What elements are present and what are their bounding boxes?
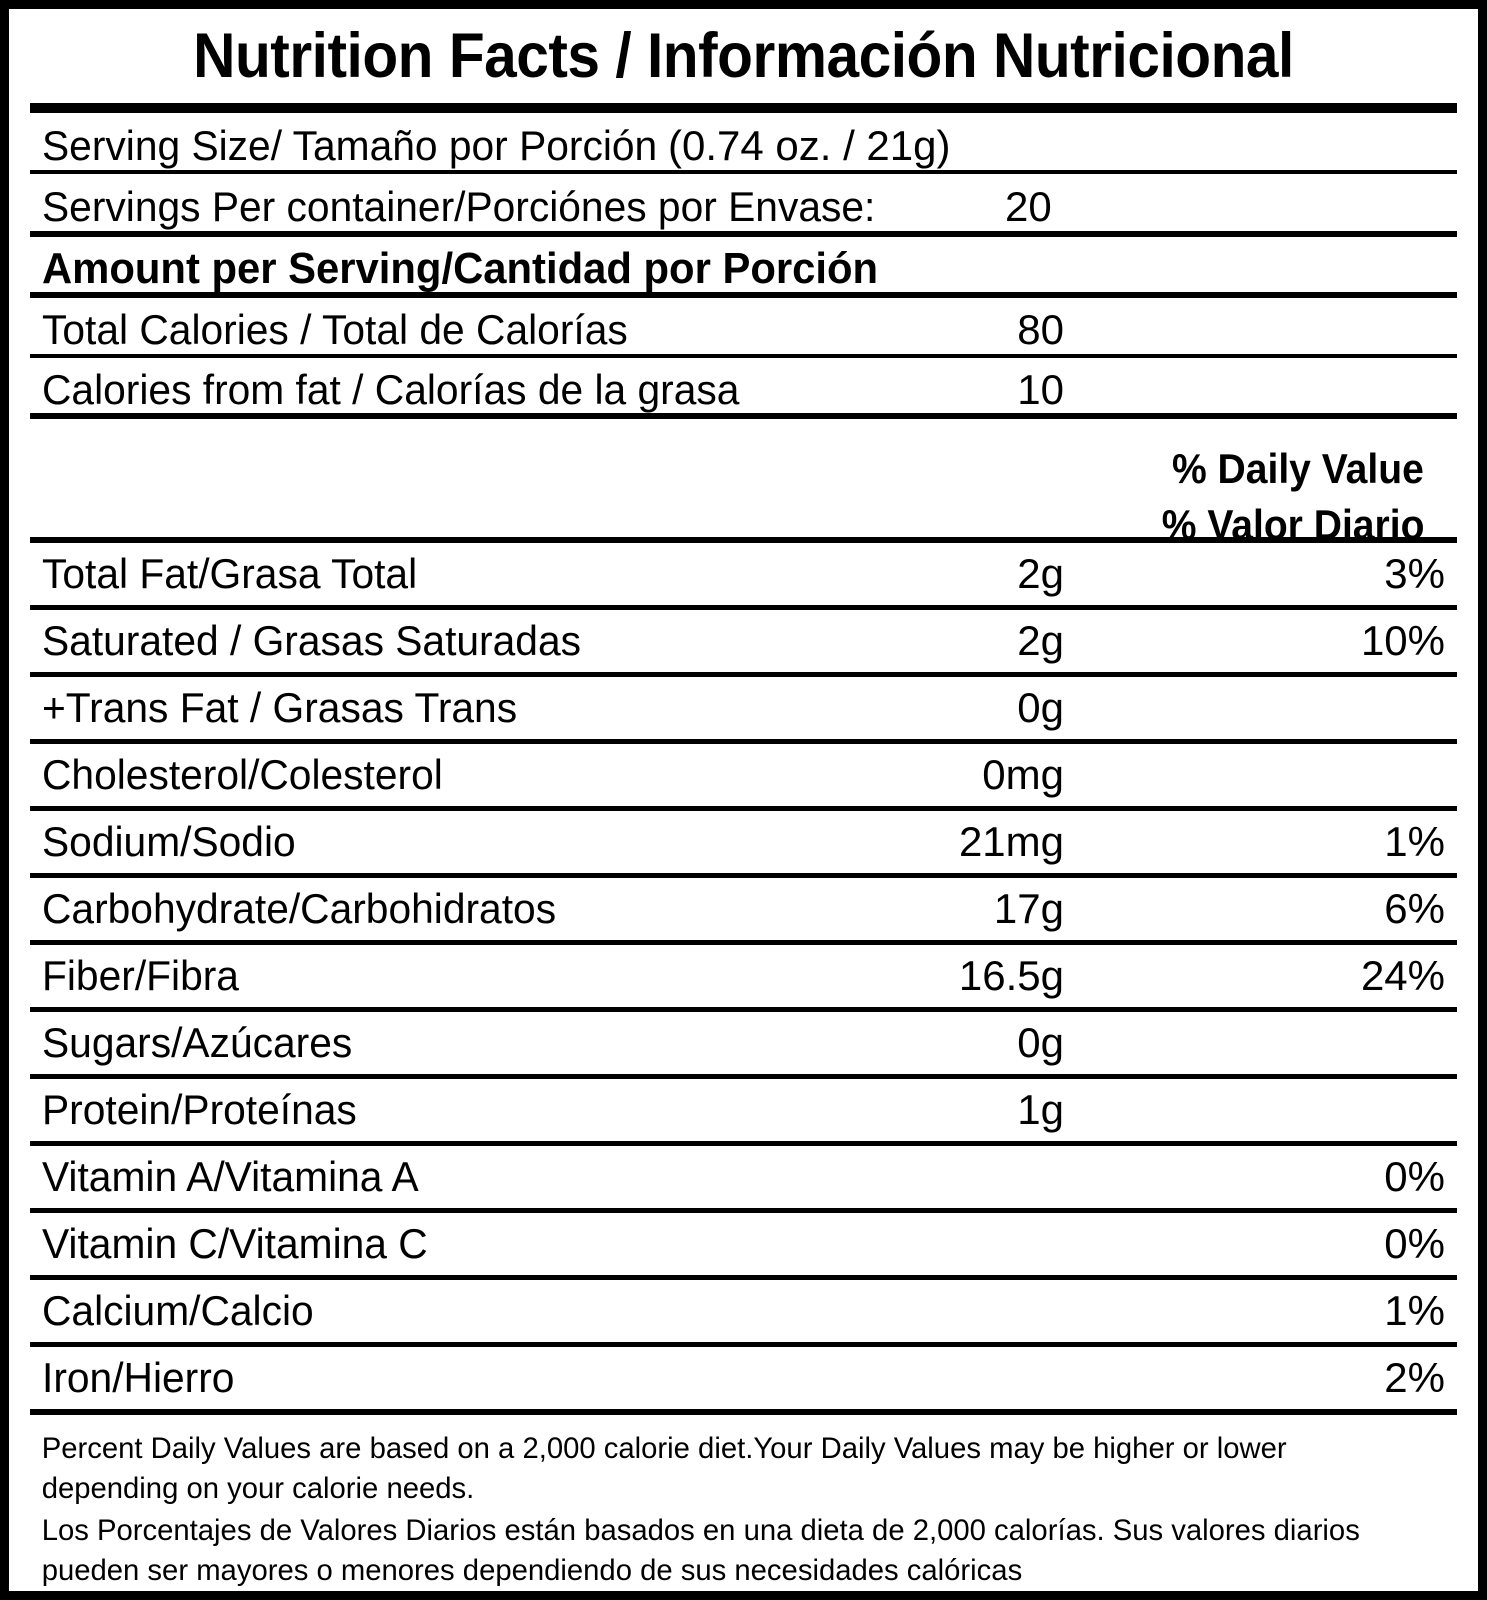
calories-from-fat-value: 10 <box>1017 365 1064 413</box>
divider-nutrient <box>30 604 1457 610</box>
nutrient-label: Total Fat/Grasa Total <box>42 549 418 597</box>
total-calories-value: 80 <box>1017 306 1064 354</box>
nutrient-daily-value: 1% <box>1384 817 1445 865</box>
nutrient-label: Vitamin C/Vitamina C <box>42 1219 428 1267</box>
nutrient-label: Fiber/Fibra <box>42 951 239 999</box>
table-row: Fiber/Fibra 16.5g 24% <box>30 945 1457 1007</box>
daily-value-header-english: % Daily Value <box>1172 445 1424 493</box>
table-row: Sugars/Azúcares 0g <box>30 1012 1457 1074</box>
table-row: Protein/Proteínas 1g <box>30 1079 1457 1141</box>
nutrient-amount: 2g <box>1017 616 1064 664</box>
servings-per-container-value: 20 <box>1005 182 1052 230</box>
daily-value-header-spanish: % Valor Diario <box>1161 501 1424 549</box>
divider-nutrient <box>30 1140 1457 1146</box>
servings-per-container-row: Servings Per container/Porciónes por Env… <box>30 174 1457 231</box>
total-calories-label: Total Calories / Total de Calorías <box>42 306 628 354</box>
nutrient-daily-value: 24% <box>1360 951 1445 999</box>
nutrient-amount: 1g <box>1017 1085 1064 1133</box>
nutrient-daily-value: 1% <box>1384 1286 1445 1334</box>
divider-nutrient <box>30 1341 1457 1347</box>
serving-size-label: Serving Size/ Tamaño por Porción <box>42 121 658 169</box>
divider-nutrient <box>30 939 1457 945</box>
nutrient-label: +Trans Fat / Grasas Trans <box>42 683 518 731</box>
table-row: +Trans Fat / Grasas Trans 0g <box>30 677 1457 739</box>
nutrient-daily-value: 10% <box>1360 616 1445 664</box>
table-row: Sodium/Sodio 21mg 1% <box>30 811 1457 873</box>
calories-from-fat-row: Calories from fat / Calorías de la grasa… <box>30 358 1457 413</box>
nutrient-daily-value: 6% <box>1384 884 1445 932</box>
nutrient-amount: 17g <box>993 884 1064 932</box>
nutrient-label: Sugars/Azúcares <box>42 1018 353 1066</box>
divider-nutrient <box>30 805 1457 811</box>
table-row: Cholesterol/Colesterol 0mg <box>30 744 1457 806</box>
nutrient-amount: 21mg <box>958 817 1064 865</box>
nutrient-label: Saturated / Grasas Saturadas <box>42 616 581 664</box>
divider-nutrient <box>30 671 1457 677</box>
divider-daily-value-header <box>30 536 1457 543</box>
nutrient-label: Calcium/Calcio <box>42 1286 314 1334</box>
divider-nutrient <box>30 738 1457 744</box>
table-row: Total Fat/Grasa Total 2g 3% <box>30 543 1457 605</box>
nutrient-amount: 0g <box>1017 1018 1064 1066</box>
nutrient-daily-value: 0% <box>1384 1152 1445 1200</box>
nutrient-label: Vitamin A/Vitamina A <box>42 1152 419 1200</box>
divider-serving-size <box>30 169 1457 174</box>
divider-thick-title <box>30 103 1457 113</box>
total-calories-row: Total Calories / Total de Calorías 80 <box>30 298 1457 353</box>
table-row: Carbohydrate/Carbohidratos 17g 6% <box>30 878 1457 940</box>
divider-nutrient <box>30 1006 1457 1012</box>
divider-servings-per-container <box>30 230 1457 237</box>
serving-size-row: Serving Size/ Tamaño por Porción (0.74 o… <box>30 113 1457 170</box>
table-row: Iron/Hierro 2% <box>30 1347 1457 1409</box>
divider-nutrient <box>30 1274 1457 1280</box>
calories-from-fat-label: Calories from fat / Calorías de la grasa <box>42 365 740 413</box>
footnote-block: Percent Daily Values are based on a 2,00… <box>30 1415 1421 1591</box>
nutrient-amount: 0g <box>1017 683 1064 731</box>
table-row: Saturated / Grasas Saturadas 2g 10% <box>30 610 1457 672</box>
nutrient-daily-value: 0% <box>1384 1219 1445 1267</box>
table-row: Vitamin A/Vitamina A 0% <box>30 1146 1457 1208</box>
page-title: Nutrition Facts / Información Nutriciona… <box>193 21 1294 91</box>
divider-amount-per-serving <box>30 292 1457 299</box>
table-row: Vitamin C/Vitamina C 0% <box>30 1213 1457 1275</box>
divider-nutrient <box>30 1073 1457 1079</box>
nutrient-label: Iron/Hierro <box>42 1353 235 1401</box>
nutrient-label: Carbohydrate/Carbohidratos <box>42 884 557 932</box>
servings-per-container-label: Servings Per container/Porciónes por Env… <box>42 182 876 230</box>
divider-footnote <box>30 1408 1457 1415</box>
table-row: Calcium/Calcio 1% <box>30 1280 1457 1342</box>
footnote-english: Percent Daily Values are based on a 2,00… <box>41 1431 1287 1505</box>
nutrient-amount: 16.5g <box>958 951 1064 999</box>
nutrient-daily-value: 2% <box>1384 1353 1445 1401</box>
daily-value-header: % Daily Value % Valor Diario <box>30 419 1457 548</box>
nutrient-label: Protein/Proteínas <box>42 1085 357 1133</box>
divider-total-calories <box>30 353 1457 358</box>
amount-per-serving-heading: Amount per Serving/Cantidad por Porción <box>30 237 1457 293</box>
label-content: Nutrition Facts / Información Nutriciona… <box>9 9 1478 1591</box>
divider-nutrient <box>30 1207 1457 1213</box>
amount-per-serving-label: Amount per Serving/Cantidad por Porción <box>42 243 879 293</box>
serving-size-value: (0.74 oz. / 21g) <box>668 121 951 169</box>
nutrient-amount: 2g <box>1017 549 1064 597</box>
nutrient-table: Total Fat/Grasa Total 2g 3% Saturated / Gra… <box>30 543 1457 1409</box>
nutrient-label: Sodium/Sodio <box>42 817 296 865</box>
divider-nutrient <box>30 872 1457 878</box>
divider-calories-from-fat <box>30 413 1457 420</box>
nutrient-label: Cholesterol/Colesterol <box>42 750 443 798</box>
nutrient-daily-value: 3% <box>1384 549 1445 597</box>
nutrient-amount: 0mg <box>982 750 1064 798</box>
footnote-spanish: Los Porcentajes de Valores Diarios están… <box>41 1513 1360 1587</box>
